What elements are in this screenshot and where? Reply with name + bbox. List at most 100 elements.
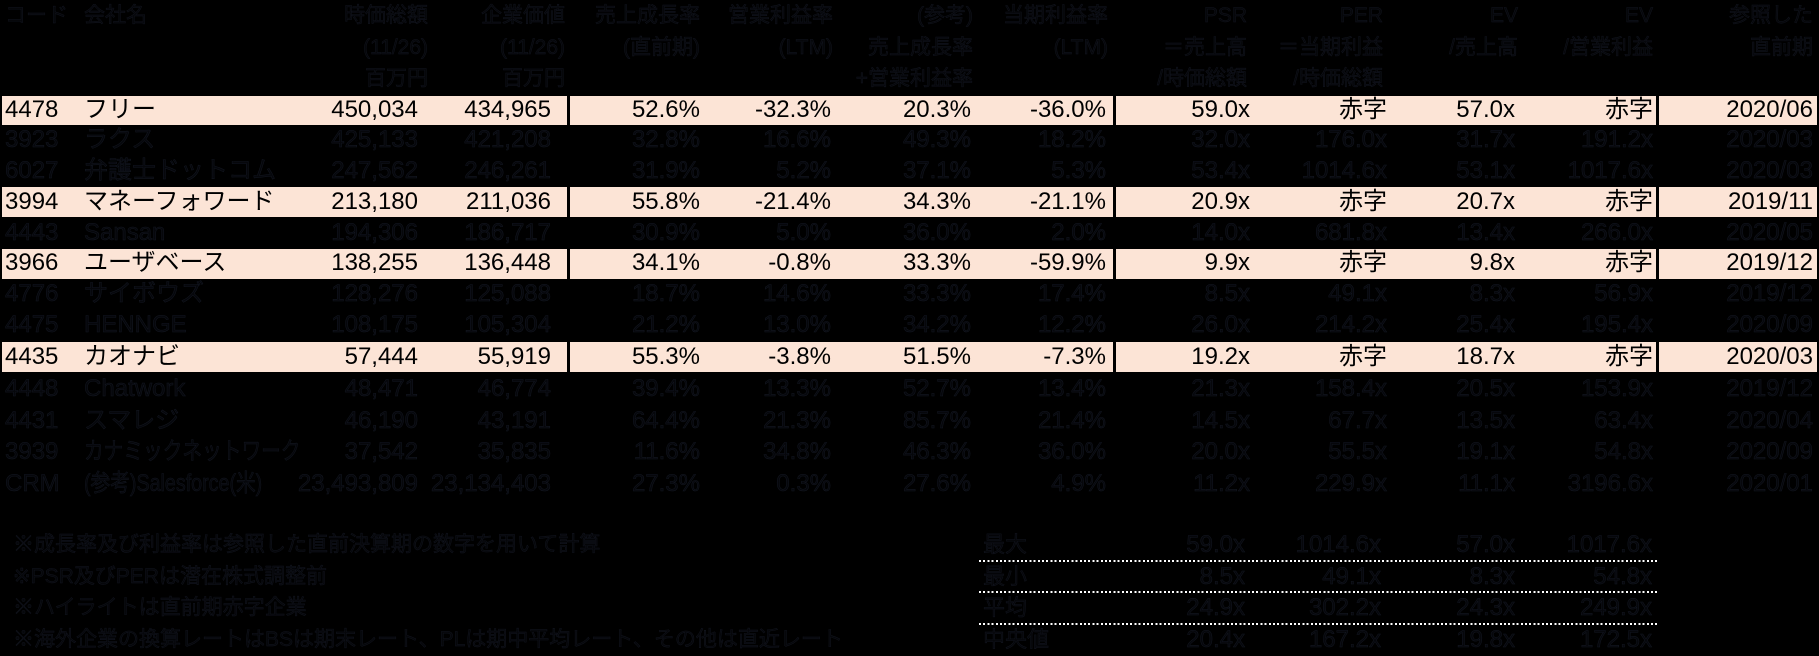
cell-psr: 53.4x <box>1191 156 1250 184</box>
cell-ev_sales: 13.4x <box>1456 219 1515 247</box>
cell-reference_sum: 34.3% <box>902 188 971 215</box>
cell-net_margin: 12.2% <box>1037 311 1107 339</box>
cell-code: 3923 <box>5 126 59 154</box>
column-header-line: /営業利益 <box>1563 35 1653 59</box>
cell-net_margin: -7.3% <box>1043 343 1106 370</box>
cell-revenue_growth: 55.3% <box>631 343 700 370</box>
cell-fiscal: 2020/01 <box>1726 470 1813 497</box>
cell-market_cap: 213,180 <box>331 188 418 215</box>
cell-operating_margin: -32.3% <box>754 96 831 123</box>
cell-psr: 14.5x <box>1191 406 1250 434</box>
cell-operating_margin: -21.4% <box>754 188 831 215</box>
stat-label: 最小 <box>983 563 1028 589</box>
row-highlight-fill <box>1 341 1817 373</box>
table-row-3966: 3966 ユーザベース 138,255 136,448 34.1% -0.8% … <box>0 248 1819 279</box>
stats-dotted-divider <box>979 591 1657 594</box>
cell-code: CRM <box>5 470 60 497</box>
cell-ev_sales: 31.7x <box>1456 126 1515 154</box>
column-header-line: EV <box>1489 4 1518 27</box>
column-header-line: +営業利益率 <box>855 67 974 91</box>
cell-market_cap: 128,276 <box>331 280 418 308</box>
cell-revenue_growth: 64.4% <box>631 406 701 434</box>
cell-enterprise_value: 421,208 <box>464 126 551 154</box>
cell-fiscal: 2020/03 <box>1726 156 1813 184</box>
cell-per: 赤字 <box>1339 96 1387 123</box>
cell-psr: 21.3x <box>1191 374 1250 402</box>
stat-value: 249.9x <box>1579 594 1653 621</box>
column-header-line: 会社名 <box>84 4 147 27</box>
cell-enterprise_value: 35,835 <box>477 438 551 466</box>
cell-per: 214.2x <box>1314 311 1388 339</box>
stat-value: 57.0x <box>1456 531 1515 558</box>
row-highlight-fill <box>1 248 1817 279</box>
stat-label: 最大 <box>983 532 1028 557</box>
table-row-4776: 4776 サイボウズ 128,276 125,088 18.7% 14.6% 3… <box>0 279 1819 310</box>
cell-market_cap: 425,133 <box>331 126 418 154</box>
cell-reference_sum: 46.3% <box>902 438 972 466</box>
table-row-4448: 4448 Chatwork 48,471 46,774 39.4% 13.3% … <box>0 373 1819 405</box>
cell-operating_margin: 0.3% <box>776 470 831 497</box>
cell-code: 4478 <box>5 96 59 123</box>
cell-reference_sum: 27.6% <box>902 470 972 497</box>
stat-value: 8.3x <box>1469 562 1515 590</box>
cell-enterprise_value: 186,717 <box>464 219 551 247</box>
cell-reference_sum: 37.1% <box>902 156 972 184</box>
cell-per: 49.1x <box>1328 280 1387 308</box>
grid-vline <box>567 93 570 500</box>
stat-label: 中央値 <box>983 626 1050 652</box>
cell-revenue_growth: 11.6% <box>633 438 700 466</box>
cell-market_cap: 46,190 <box>344 406 418 434</box>
cell-fiscal: 2020/04 <box>1726 406 1813 434</box>
row-highlight-fill <box>1 95 1817 125</box>
column-header-line: 企業価値 <box>481 4 565 27</box>
cell-revenue_growth: 30.9% <box>631 219 701 247</box>
cell-company: サイボウズ <box>84 280 205 308</box>
cell-fiscal: 2019/12 <box>1726 280 1813 308</box>
cell-company: フリー <box>84 96 156 123</box>
cell-ev_op: 266.0x <box>1580 219 1654 247</box>
cell-company: (参考)Salesforce(米) <box>84 470 263 497</box>
column-header-line: 百万円 <box>502 67 565 91</box>
table-row-3994: 3994 マネーフォワード 213,180 211,036 55.8% -21.… <box>0 186 1819 217</box>
cell-psr: 26.0x <box>1191 311 1250 339</box>
cell-code: 6027 <box>5 156 59 184</box>
cell-psr: 32.0x <box>1191 126 1250 154</box>
cell-enterprise_value: 136,448 <box>464 249 551 277</box>
column-header-line: コード <box>5 4 68 27</box>
cell-company: 弁護士ドットコム <box>84 156 277 184</box>
cell-code: 4435 <box>5 343 59 370</box>
cell-net_margin: 21.4% <box>1037 406 1107 434</box>
footnote: ※PSR及びPERは潜在株式調整前 <box>13 564 327 588</box>
cell-ev_sales: 18.7x <box>1456 343 1515 370</box>
footnote: ※海外企業の換算レートはBSは期末レート、PLは期中平均レート、その他は直近レー… <box>13 627 843 651</box>
stat-label: 平均 <box>983 595 1028 620</box>
cell-company: ユーザベース <box>84 249 227 277</box>
cell-ev_sales: 20.7x <box>1456 188 1515 215</box>
cell-enterprise_value: 105,304 <box>464 311 551 339</box>
grid-vline <box>1656 93 1659 500</box>
column-header-line: (直前期) <box>623 35 700 59</box>
cell-psr: 14.0x <box>1191 219 1250 247</box>
cell-ev_op: 赤字 <box>1605 249 1653 277</box>
cell-fiscal: 2020/09 <box>1726 438 1813 466</box>
cell-company: カナミックネットワーク <box>84 438 301 466</box>
column-header-line: 売上成長率 <box>595 4 700 27</box>
cell-fiscal: 2019/11 <box>1728 188 1813 215</box>
cell-reference_sum: 49.3% <box>902 126 972 154</box>
table-row-CRM: CRM (参考)Salesforce(米) 23,493,809 23,134,… <box>0 468 1819 500</box>
cell-enterprise_value: 125,088 <box>464 280 551 308</box>
table-row-4435: 4435 カオナビ 57,444 55,919 55.3% -3.8% 51.5… <box>0 341 1819 373</box>
cell-operating_margin: 13.0% <box>762 311 832 339</box>
column-header-line: (11/26) <box>363 35 428 59</box>
cell-enterprise_value: 46,774 <box>477 374 551 402</box>
table-row-4475: 4475 HENNGE 108,175 105,304 21.2% 13.0% … <box>0 310 1819 341</box>
column-header-line: 参照した <box>1729 4 1813 27</box>
cell-revenue_growth: 27.3% <box>631 470 701 497</box>
cell-market_cap: 48,471 <box>344 374 418 402</box>
cell-operating_margin: 34.8% <box>762 438 832 466</box>
cell-ev_sales: 8.3x <box>1469 280 1515 308</box>
stat-value: 19.8x <box>1456 625 1515 653</box>
cell-operating_margin: 13.3% <box>762 374 832 402</box>
cell-revenue_growth: 34.1% <box>631 249 700 277</box>
